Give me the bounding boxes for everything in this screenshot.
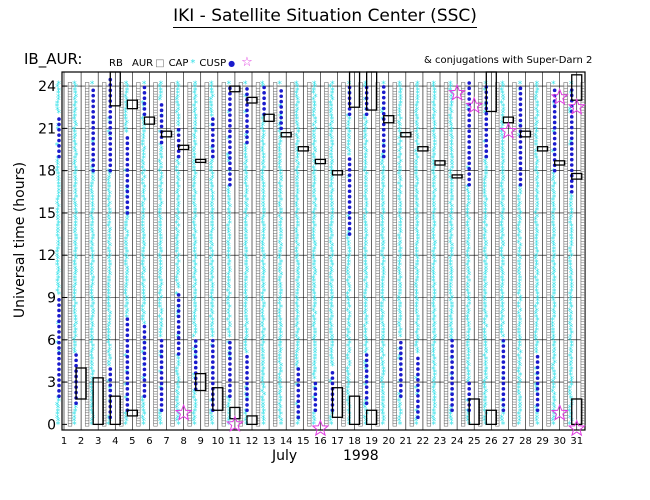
legend-item: RB — [109, 58, 130, 69]
legend-symbol-star: ☆ — [241, 55, 253, 70]
y-tick-label: 0 — [47, 417, 56, 433]
x-tick-label: 25 — [468, 436, 481, 447]
y-tick-label: 9 — [47, 291, 56, 307]
y-tick-label: 18 — [38, 164, 56, 180]
aur-square — [392, 82, 397, 87]
x-tick-label: 29 — [536, 436, 549, 447]
x-tick-label: 26 — [485, 436, 498, 447]
aur-square — [119, 82, 124, 87]
aur-square — [409, 82, 414, 87]
x-tick-label: 21 — [399, 436, 412, 447]
cap-asterisk: * — [90, 80, 95, 90]
aur-square — [563, 82, 568, 87]
aur-square — [170, 82, 175, 87]
cap-asterisk: * — [56, 80, 61, 90]
aur-square — [529, 82, 534, 87]
page-title: IKI - Satellite Situation Center (SSC) — [173, 6, 477, 28]
x-tick-label: 13 — [263, 436, 276, 447]
x-tick-label: 30 — [553, 436, 566, 447]
x-tick-label: 18 — [348, 436, 361, 447]
cap-asterisk: * — [175, 80, 180, 90]
x-tick-label: 1 — [61, 436, 67, 447]
cap-asterisk: * — [72, 80, 77, 90]
x-tick-label: 16 — [314, 436, 327, 447]
x-tick-label: 22 — [417, 436, 430, 447]
y-tick-label: 21 — [38, 121, 56, 137]
legend-item: CAP * — [169, 58, 198, 69]
legend-label: CAP — [168, 58, 189, 69]
cap-asterisk: * — [193, 80, 198, 90]
x-tick-label: 4 — [112, 436, 118, 447]
y-tick-label: 3 — [47, 375, 56, 391]
legend-label: AUR — [132, 58, 154, 69]
legend-label: RB — [109, 58, 123, 69]
x-tick-label: 12 — [246, 436, 259, 447]
x-tick-label: 19 — [365, 436, 378, 447]
aur-square — [187, 82, 192, 87]
x-axis-month-label: July — [272, 448, 298, 464]
cap-asterisk: * — [124, 80, 129, 90]
x-tick-label: 9 — [198, 436, 204, 447]
x-tick-label: 28 — [519, 436, 532, 447]
conjugation-note: & conjugations with Super-Darn 2 — [424, 55, 593, 66]
x-tick-label: 14 — [280, 436, 293, 447]
x-tick-label: 10 — [211, 436, 224, 447]
x-tick-label: 8 — [180, 436, 186, 447]
y-tick-label: 6 — [47, 333, 56, 349]
x-tick-label: 6 — [146, 436, 152, 447]
legend-symbol-square: □ — [155, 58, 165, 69]
y-tick-label: 24 — [38, 79, 56, 95]
y-tick-label: 12 — [38, 248, 56, 264]
legend-label: CUSP — [199, 58, 227, 69]
x-tick-label: 20 — [382, 436, 395, 447]
x-tick-label: 27 — [502, 436, 515, 447]
cap-asterisk: * — [209, 80, 214, 90]
x-tick-label: 2 — [78, 436, 84, 447]
aur-square — [546, 82, 551, 87]
x-tick-label: 23 — [434, 436, 447, 447]
aur-square — [478, 82, 483, 87]
x-tick-label: 15 — [297, 436, 310, 447]
x-axis-year-label: 1998 — [343, 448, 379, 464]
aur-square — [204, 82, 209, 87]
aur-square — [512, 82, 517, 87]
aur-square — [102, 82, 107, 87]
panel-name: IB_AUR: — [24, 50, 83, 68]
cap-asterisk: * — [159, 80, 164, 90]
legend-item: ☆ — [239, 55, 255, 70]
y-tick-label: 15 — [38, 206, 56, 222]
legend-item: CUSP ● — [199, 58, 237, 69]
aur-square — [67, 82, 73, 87]
x-tick-label: 11 — [229, 436, 242, 447]
x-tick-label: 31 — [570, 436, 583, 447]
aur-square — [84, 82, 90, 87]
x-tick-label: 5 — [129, 436, 135, 447]
legend-item: AUR □ — [132, 58, 167, 69]
aur-square — [136, 82, 141, 87]
legend: RB AUR □ CAP * CUSP ● ☆ — [109, 55, 257, 70]
aur-square — [341, 82, 346, 87]
aur-square — [221, 82, 226, 87]
x-tick-label: 7 — [163, 436, 169, 447]
aur-square — [307, 82, 312, 87]
legend-symbol-dot: ● — [228, 59, 236, 68]
legend-symbol-asterisk: * — [190, 58, 196, 69]
x-tick-label: 24 — [451, 436, 464, 447]
x-tick-label: 3 — [95, 436, 101, 447]
x-tick-label: 17 — [331, 436, 344, 447]
aur-square — [461, 82, 466, 87]
